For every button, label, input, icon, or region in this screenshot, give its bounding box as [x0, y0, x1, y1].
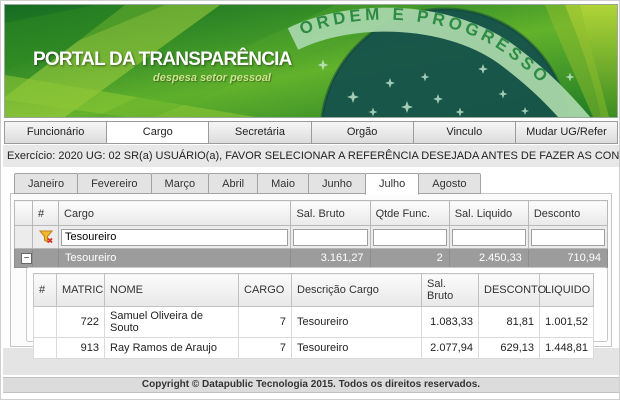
filter-funnel-icon[interactable] [38, 230, 53, 244]
filter-qtde-func-cell [369, 225, 450, 249]
detail-table: # MATRIC NOME CARGO Descrição Cargo Sal.… [33, 273, 594, 359]
table-row: 722 Samuel Oliveira de Souto 7 Tesoureir… [33, 306, 594, 338]
summary-header-row: # Cargo Sal. Bruto Qtde Func. Sal. Liqui… [13, 200, 609, 226]
cell-liquido: 1.448,81 [539, 337, 594, 359]
summary-qtde-func-cell: 2 [369, 248, 450, 268]
nav-mudar-ug[interactable]: Mudar UG/Refer [514, 121, 619, 144]
cell-cargo: 7 [238, 337, 292, 359]
col-expand [13, 200, 34, 226]
tab-julho[interactable]: Julho [364, 173, 420, 195]
main-nav: Funcionário Cargo Secretária Orgão Vincu… [4, 121, 619, 144]
nav-funcionario[interactable]: Funcionário [4, 121, 108, 144]
table-row: 913 Ray Ramos de Araujo 7 Tesoureiro 2.0… [33, 337, 594, 359]
filter-cargo-input[interactable] [61, 228, 289, 246]
filter-qtde-func-input[interactable] [372, 228, 447, 246]
tab-agosto[interactable]: Agosto [418, 173, 481, 194]
cell-sal-bruto: 2.077,94 [421, 337, 479, 359]
cell-cargo: 7 [238, 306, 292, 338]
nav-cargo[interactable]: Cargo [106, 121, 210, 144]
summary-table: # Cargo Sal. Bruto Qtde Func. Sal. Liqui… [13, 200, 609, 268]
detail-header-row: # MATRIC NOME CARGO Descrição Cargo Sal.… [33, 273, 594, 307]
dcol-nome: NOME [104, 273, 239, 307]
nav-secretaria[interactable]: Secretária [208, 121, 312, 144]
filter-sal-liquido-cell [448, 225, 529, 249]
dcol-sal-bruto: Sal. Bruto [421, 273, 479, 307]
copyright-text: Copyright © Datapublic Tecnologia 2015. … [141, 379, 481, 390]
cell-desconto: 629,13 [478, 337, 540, 359]
col-desconto: Desconto [527, 200, 609, 226]
nav-orgao[interactable]: Orgão [310, 121, 414, 144]
summary-hash-cell [32, 248, 60, 268]
tab-abril[interactable]: Abril [208, 173, 259, 194]
cell-descricao: Tesoureiro [291, 337, 422, 359]
tab-junho[interactable]: Junho [307, 173, 366, 194]
filter-sal-liquido-input[interactable] [451, 228, 526, 246]
col-sal-liquido: Sal. Liquido [448, 200, 529, 226]
summary-sal-liquido-cell: 2.450,33 [448, 248, 529, 268]
col-sal-bruto: Sal. Bruto [290, 200, 371, 226]
header-banner: ORDEM E PROGRESSO PORTAL DA TRANSPARÊNCI… [4, 4, 618, 118]
dcol-descricao: Descrição Cargo [291, 273, 422, 307]
collapse-cell: − [13, 248, 34, 268]
filter-sal-bruto-input[interactable] [293, 228, 368, 246]
detail-panel: # MATRIC NOME CARGO Descrição Cargo Sal.… [26, 267, 608, 359]
dcol-matric: MATRIC [56, 273, 105, 307]
brazil-flag-image: ORDEM E PROGRESSO [5, 5, 617, 117]
filter-desconto-cell [527, 225, 609, 249]
dcol-cargo: CARGO [238, 273, 292, 307]
cell-matric: 913 [56, 337, 105, 359]
tab-fevereiro[interactable]: Fevereiro [77, 173, 152, 194]
month-tabs: Janeiro Fevereiro Março Abril Maio Junho… [14, 173, 481, 195]
filter-sal-bruto-cell [290, 225, 371, 249]
exercise-notice: Exercício: 2020 UG: 02 SR(a) USUÁRIO(a),… [3, 145, 619, 167]
summary-cargo-cell: Tesoureiro [58, 248, 292, 268]
filter-cargo-cell [58, 225, 292, 249]
tab-maio[interactable]: Maio [257, 173, 309, 194]
col-cargo: Cargo [58, 200, 292, 226]
filter-desconto-input[interactable] [530, 228, 605, 246]
col-qtde-func: Qtde Func. [369, 200, 450, 226]
col-hash: # [32, 200, 60, 226]
filter-icon-cell [32, 225, 60, 249]
dcol-liquido: LIQUIDO [539, 273, 594, 307]
collapse-icon[interactable]: − [21, 252, 32, 264]
tab-janeiro[interactable]: Janeiro [14, 173, 79, 194]
filter-row [13, 225, 609, 249]
nav-vinculo[interactable]: Vinculo [412, 121, 516, 144]
filter-expand-cell [13, 225, 34, 249]
cell-nome: Ray Ramos de Araujo [104, 337, 239, 359]
cell-nome: Samuel Oliveira de Souto [104, 306, 239, 338]
summary-sal-bruto-cell: 3.161,27 [290, 248, 371, 268]
summary-desconto-cell: 710,94 [527, 248, 609, 268]
dcol-hash: # [33, 273, 57, 307]
cell-desconto: 81,81 [478, 306, 540, 338]
summary-group-row[interactable]: − Tesoureiro 3.161,27 2 2.450,33 710,94 [13, 248, 609, 268]
tab-marco[interactable]: Março [150, 173, 210, 194]
dcol-desconto: DESCONTO [478, 273, 546, 307]
cell-matric: 722 [56, 306, 105, 338]
footer: Copyright © Datapublic Tecnologia 2015. … [3, 377, 619, 393]
cell-descricao: Tesoureiro [291, 306, 422, 338]
cell-sal-bruto: 1.083,33 [421, 306, 479, 338]
cell-liquido: 1.001,52 [539, 306, 594, 338]
